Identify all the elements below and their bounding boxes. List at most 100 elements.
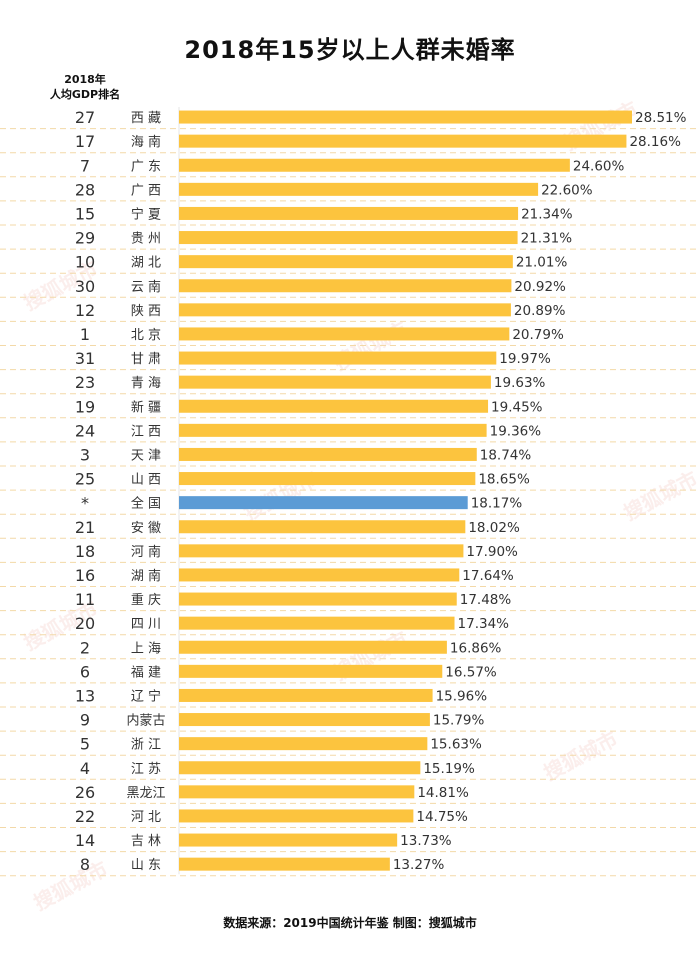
bar: [179, 520, 466, 534]
value-label: 17.90%: [466, 544, 518, 560]
rank-label: 27: [75, 108, 95, 127]
region-label: 江 西: [131, 424, 161, 439]
rank-label: 11: [75, 590, 95, 609]
rank-label: 1: [80, 325, 90, 344]
value-label: 21.01%: [516, 255, 568, 271]
rank-label: 29: [75, 229, 95, 248]
value-label: 20.89%: [514, 303, 566, 319]
bar: [179, 568, 460, 582]
region-label: 浙 江: [131, 738, 161, 753]
value-label: 15.19%: [423, 761, 475, 777]
rank-label: 30: [75, 277, 95, 296]
region-label: 河 北: [131, 810, 161, 825]
value-label: 18.17%: [471, 496, 523, 512]
rank-label: 24: [75, 421, 95, 440]
value-label: 17.34%: [458, 616, 510, 632]
bar: [179, 375, 491, 389]
bar: [179, 713, 430, 727]
rank-label: 20: [75, 614, 95, 633]
value-label: 14.81%: [417, 785, 469, 801]
rank-label: *: [81, 494, 89, 513]
bar: [179, 857, 390, 871]
region-label: 重 庆: [131, 592, 161, 608]
region-label: 山 东: [131, 858, 161, 873]
bar: [179, 592, 457, 606]
value-label: 15.79%: [433, 713, 485, 729]
value-label: 20.79%: [512, 327, 564, 343]
value-label: 17.48%: [460, 592, 512, 608]
bar: [179, 809, 414, 823]
rank-column-header: 2018年 人均GDP排名: [40, 72, 130, 102]
rank-label: 17: [75, 132, 95, 151]
bar: [179, 351, 497, 365]
value-label: 17.64%: [462, 568, 514, 584]
rank-label: 3: [80, 445, 90, 464]
value-label: 18.65%: [478, 472, 530, 488]
value-label: 15.63%: [430, 737, 482, 753]
bar: [179, 158, 570, 172]
value-label: 21.34%: [521, 206, 573, 222]
value-label: 16.57%: [445, 664, 497, 680]
bar: [179, 206, 519, 220]
region-label: 新 疆: [131, 399, 161, 415]
bar: [179, 423, 487, 437]
rank-label: 19: [75, 397, 95, 416]
region-label: 全 国: [131, 496, 161, 512]
rank-label: 18: [75, 542, 95, 561]
rank-label: 8: [80, 855, 90, 874]
region-label: 广 东: [131, 159, 161, 174]
rank-label: 26: [75, 783, 95, 802]
value-label: 28.51%: [635, 110, 687, 126]
value-label: 19.45%: [491, 399, 543, 415]
value-label: 13.27%: [393, 857, 445, 873]
rank-label: 5: [80, 735, 90, 754]
rank-label: 2: [80, 638, 90, 657]
bar: [179, 640, 447, 654]
bar: [179, 327, 510, 341]
bar: [179, 616, 455, 630]
rank-label: 10: [75, 253, 95, 272]
rank-header-label: 人均GDP排名: [49, 88, 121, 101]
region-label: 陕 西: [131, 304, 161, 319]
bar: [179, 688, 433, 702]
bar: [179, 472, 476, 486]
rank-header-year: 2018年: [64, 73, 106, 86]
value-label: 22.60%: [541, 182, 593, 198]
region-label: 北 京: [131, 328, 161, 343]
region-label: 内蒙古: [126, 713, 165, 729]
rank-label: 9: [80, 711, 90, 730]
bar: [179, 255, 513, 269]
rank-label: 28: [75, 180, 95, 199]
region-label: 海 南: [131, 134, 161, 150]
value-label: 19.97%: [499, 351, 551, 367]
bar: [179, 399, 489, 413]
region-label: 云 南: [131, 279, 161, 295]
bar: [179, 447, 477, 461]
region-label: 辽 宁: [131, 688, 161, 704]
bar: [179, 134, 627, 148]
bar: [179, 737, 428, 751]
value-label: 14.75%: [416, 809, 468, 825]
region-label: 山 西: [131, 473, 161, 488]
rank-label: 22: [75, 807, 95, 826]
region-label: 上 海: [131, 641, 161, 656]
region-label: 甘 肃: [131, 352, 161, 367]
rank-label: 16: [75, 566, 95, 585]
value-label: 28.16%: [629, 134, 681, 150]
chart-title: 2018年15岁以上人群未婚率: [184, 36, 516, 64]
region-label: 广 西: [131, 183, 161, 198]
value-label: 19.36%: [490, 423, 542, 439]
bar: [179, 785, 415, 799]
rank-label: 21: [75, 518, 95, 537]
bar: [179, 544, 464, 558]
rank-label: 14: [75, 831, 95, 850]
rank-label: 31: [75, 349, 95, 368]
bar: [179, 279, 512, 293]
bar: [179, 761, 421, 775]
bar: [179, 303, 511, 317]
region-label: 安 徽: [131, 521, 161, 536]
source-note: 数据来源：2019中国统计年鉴 制图：搜狐城市: [223, 916, 477, 930]
bar: [179, 231, 518, 245]
bar: [179, 110, 632, 124]
